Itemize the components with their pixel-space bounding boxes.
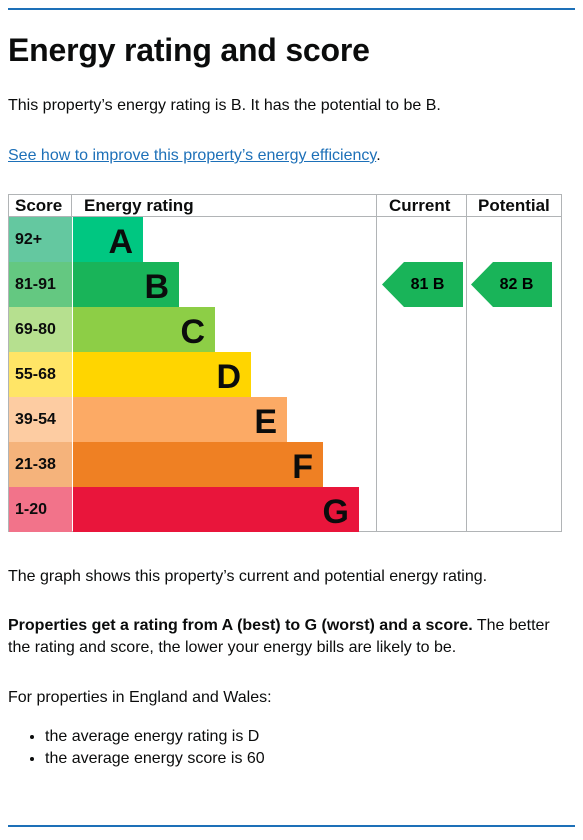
header-current: Current — [389, 196, 451, 215]
improve-paragraph: See how to improve this property’s energ… — [8, 145, 381, 167]
potential-rating-arrow: 82 B — [471, 262, 552, 307]
region-note: For properties in England and Wales: — [8, 689, 272, 706]
band-bar-d: D — [73, 352, 251, 397]
rating-explanation-bold: Properties get a rating from A (best) to… — [8, 617, 473, 634]
divider-potential — [466, 194, 467, 532]
band-bar-f: F — [73, 442, 323, 487]
band-score-e: 39-54 — [9, 397, 72, 442]
header-potential: Potential — [478, 196, 550, 215]
page-title: Energy rating and score — [8, 32, 370, 68]
improve-efficiency-link[interactable]: See how to improve this property’s energ… — [8, 147, 377, 164]
current-arrow-shape — [382, 262, 463, 307]
list-item: the average energy score is 60 — [45, 748, 265, 770]
band-bar-c: C — [73, 307, 215, 352]
band-bar-e: E — [73, 397, 287, 442]
band-score-d: 55-68 — [9, 352, 72, 397]
energy-rating-chart: Score Energy rating Current Potential 92… — [8, 194, 562, 532]
band-score-c: 69-80 — [9, 307, 72, 352]
link-suffix: . — [376, 147, 381, 164]
bottom-rule — [8, 825, 575, 827]
list-item: the average energy rating is D — [45, 726, 265, 748]
averages-list: the average energy rating is D the avera… — [8, 726, 265, 770]
band-bar-g: G — [73, 487, 359, 532]
header-score: Score — [15, 196, 63, 215]
graph-note: The graph shows this property’s current … — [8, 568, 488, 585]
current-rating-label: 81 B — [410, 276, 445, 293]
band-score-f: 21-38 — [9, 442, 72, 487]
divider-current — [376, 194, 377, 532]
band-score-b: 81-91 — [9, 262, 72, 307]
header-energy-rating: Energy rating — [84, 196, 194, 215]
rating-explanation-rest: The better the rating and score, the low… — [8, 617, 550, 656]
current-rating-arrow: 81 B — [382, 262, 463, 307]
rating-explanation: Properties get a rating from A (best) to… — [8, 615, 568, 659]
band-bar-b: B — [73, 262, 179, 307]
potential-arrow-shape — [471, 262, 552, 307]
header-divider — [8, 216, 562, 217]
intro-text: This property’s energy rating is B. It h… — [8, 97, 441, 114]
band-score-a: 92+ — [9, 217, 72, 262]
band-score-g: 1-20 — [9, 487, 72, 532]
potential-rating-label: 82 B — [499, 276, 534, 293]
top-rule — [8, 8, 575, 10]
band-bar-a: A — [73, 217, 143, 262]
